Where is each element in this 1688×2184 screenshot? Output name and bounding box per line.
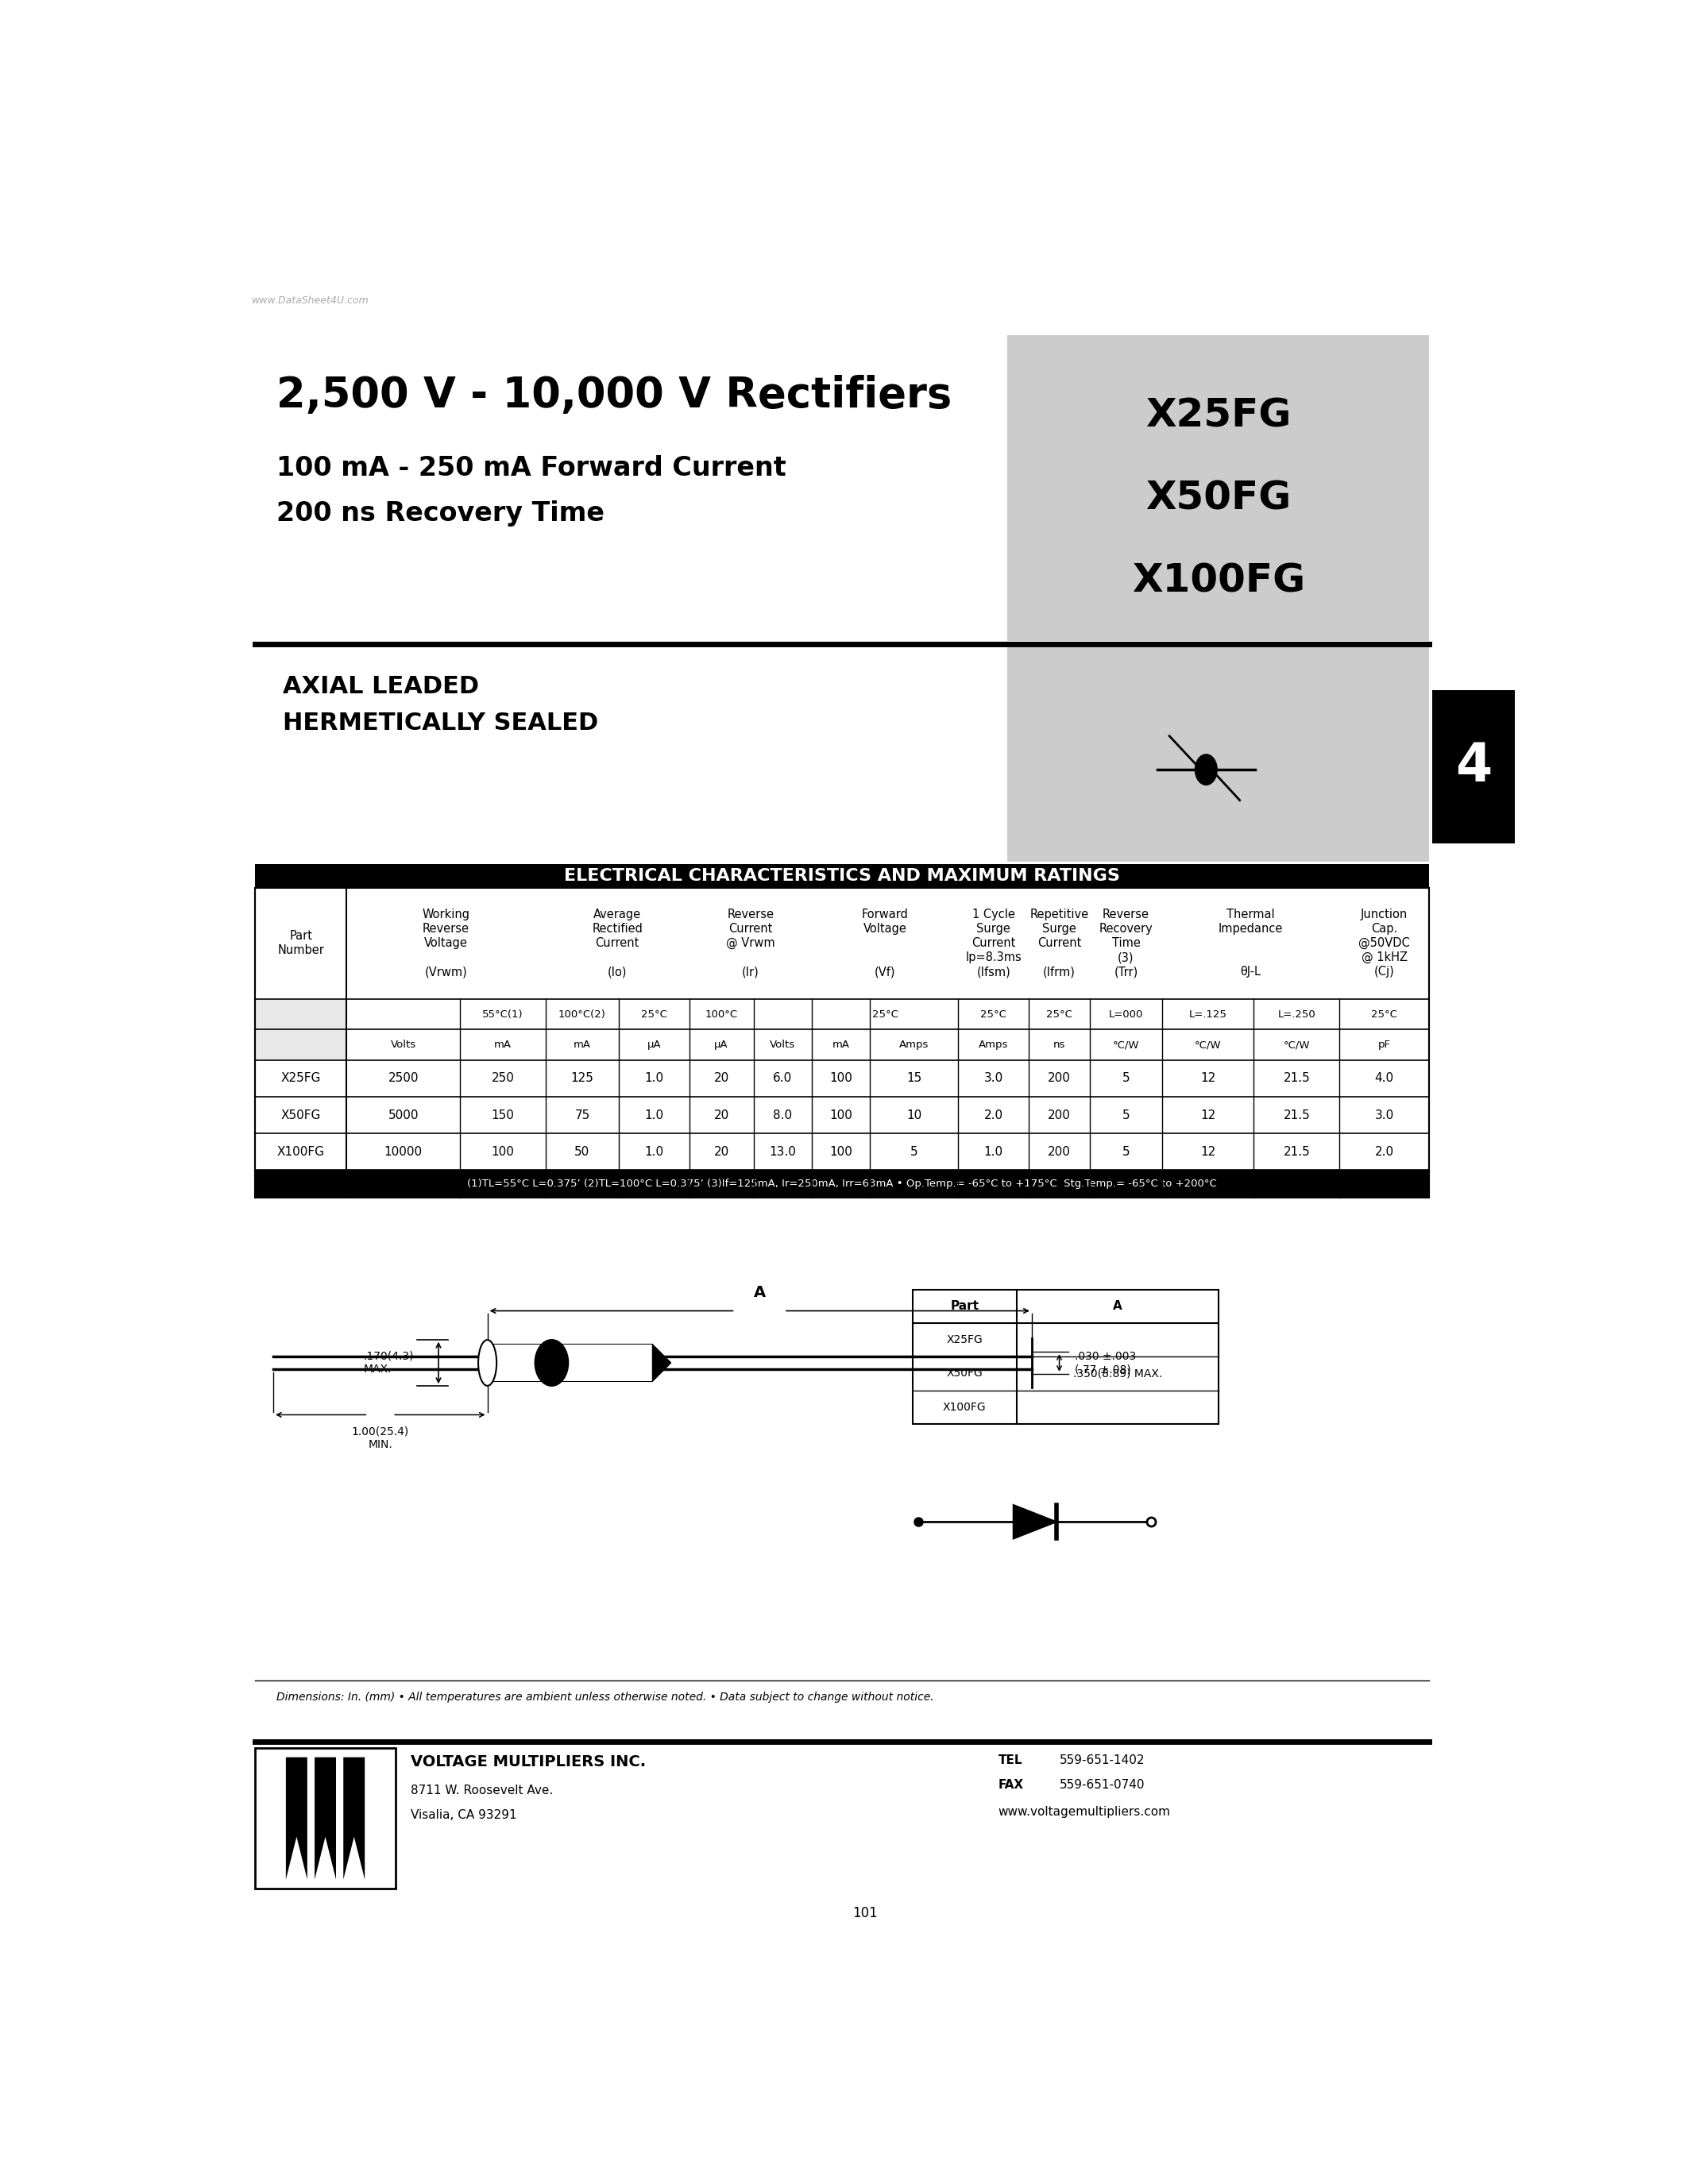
Text: mA: mA xyxy=(495,1040,511,1051)
Text: X100FG: X100FG xyxy=(277,1147,324,1158)
Text: A: A xyxy=(1112,1299,1123,1313)
Text: A: A xyxy=(753,1284,766,1299)
Text: 5: 5 xyxy=(1123,1072,1129,1085)
Text: www.DataSheet4U.com: www.DataSheet4U.com xyxy=(252,295,370,306)
Polygon shape xyxy=(653,1345,670,1380)
Text: 4: 4 xyxy=(1455,740,1492,793)
Text: L=.250: L=.250 xyxy=(1278,1009,1315,1020)
Text: 6.0: 6.0 xyxy=(773,1072,792,1085)
Text: pF: pF xyxy=(1377,1040,1391,1051)
Text: Volts: Volts xyxy=(390,1040,415,1051)
Text: TEL: TEL xyxy=(998,1754,1023,1767)
Text: .030 ±.003
(.77 ±.08): .030 ±.003 (.77 ±.08) xyxy=(1075,1352,1136,1374)
Text: Forward
Voltage


(Vf): Forward Voltage (Vf) xyxy=(861,909,908,978)
Text: 200: 200 xyxy=(1048,1072,1070,1085)
Ellipse shape xyxy=(1195,753,1217,784)
Ellipse shape xyxy=(535,1339,569,1387)
Text: Dimensions: In. (mm) • All temperatures are ambient unless otherwise noted. • Da: Dimensions: In. (mm) • All temperatures … xyxy=(277,1693,933,1704)
Text: 1.0: 1.0 xyxy=(645,1109,663,1120)
Text: 25°C: 25°C xyxy=(981,1009,1006,1020)
Text: °C/W: °C/W xyxy=(1195,1040,1220,1051)
Text: 21.5: 21.5 xyxy=(1283,1072,1310,1085)
Text: X50FG: X50FG xyxy=(280,1109,321,1120)
Text: Reverse
Current
@ Vrwm

(Ir): Reverse Current @ Vrwm (Ir) xyxy=(726,909,775,978)
Text: 100: 100 xyxy=(829,1109,852,1120)
Bar xyxy=(255,865,1430,887)
Polygon shape xyxy=(343,1758,365,1880)
Text: 3.0: 3.0 xyxy=(1374,1109,1394,1120)
Text: 559-651-1402: 559-651-1402 xyxy=(1060,1754,1144,1767)
Text: .170(4.3)
MAX.: .170(4.3) MAX. xyxy=(363,1352,414,1374)
Text: 12: 12 xyxy=(1200,1109,1215,1120)
Text: 5: 5 xyxy=(910,1147,918,1158)
Text: mA: mA xyxy=(832,1040,849,1051)
Text: Part
Number: Part Number xyxy=(277,930,324,957)
Text: 2.0: 2.0 xyxy=(984,1109,1003,1120)
Text: 150: 150 xyxy=(491,1109,515,1120)
Text: 1.00(25.4)
MIN.: 1.00(25.4) MIN. xyxy=(351,1426,408,1450)
Text: 100: 100 xyxy=(491,1147,515,1158)
Text: Amps: Amps xyxy=(900,1040,928,1051)
Text: mA: mA xyxy=(574,1040,591,1051)
Text: X50FG: X50FG xyxy=(1146,478,1291,518)
Text: (1)TL=55°C L=0.375’ (2)TL=100°C L=0.375’ (3)If=125mA, Ir=250mA, Irr=63mA • Op.Te: (1)TL=55°C L=0.375’ (2)TL=100°C L=0.375’… xyxy=(468,1179,1217,1188)
Text: X50FG: X50FG xyxy=(947,1367,982,1378)
Text: 10: 10 xyxy=(906,1109,922,1120)
Text: 8711 W. Roosevelt Ave.: 8711 W. Roosevelt Ave. xyxy=(410,1784,554,1797)
Text: 21.5: 21.5 xyxy=(1283,1109,1310,1120)
Bar xyxy=(255,1747,395,1889)
Text: VOLTAGE MULTIPLIERS INC.: VOLTAGE MULTIPLIERS INC. xyxy=(410,1754,647,1769)
Text: Volts: Volts xyxy=(770,1040,795,1051)
Text: Part: Part xyxy=(950,1299,979,1313)
Bar xyxy=(1433,690,1516,843)
Text: Reverse
Recovery
Time
(3)
(Trr): Reverse Recovery Time (3) (Trr) xyxy=(1099,909,1153,978)
Text: 100°C: 100°C xyxy=(706,1009,738,1020)
Text: 1.0: 1.0 xyxy=(645,1072,663,1085)
Text: 101: 101 xyxy=(852,1907,878,1920)
Text: 50: 50 xyxy=(574,1147,589,1158)
Text: HERMETICALLY SEALED: HERMETICALLY SEALED xyxy=(282,712,598,734)
Text: 12: 12 xyxy=(1200,1072,1215,1085)
Ellipse shape xyxy=(478,1341,496,1387)
Text: X25FG: X25FG xyxy=(947,1334,982,1345)
Text: 5: 5 xyxy=(1123,1147,1129,1158)
Text: 2,500 V - 10,000 V Rectifiers: 2,500 V - 10,000 V Rectifiers xyxy=(277,376,952,417)
Text: 5000: 5000 xyxy=(388,1109,419,1120)
Text: 25°C: 25°C xyxy=(1047,1009,1072,1020)
Text: Average
Rectified
Current

(Io): Average Rectified Current (Io) xyxy=(592,909,643,978)
Bar xyxy=(1008,336,1430,642)
Text: X100FG: X100FG xyxy=(944,1402,986,1413)
Text: °C/W: °C/W xyxy=(1283,1040,1310,1051)
Text: 125: 125 xyxy=(571,1072,594,1085)
Text: μA: μA xyxy=(714,1040,728,1051)
Text: 250: 250 xyxy=(491,1072,515,1085)
Text: L=000: L=000 xyxy=(1109,1009,1143,1020)
Text: 100 mA - 250 mA Forward Current: 100 mA - 250 mA Forward Current xyxy=(277,454,787,480)
Text: 55°C(1): 55°C(1) xyxy=(483,1009,523,1020)
Text: AXIAL LEADED: AXIAL LEADED xyxy=(282,675,479,699)
Text: 2500: 2500 xyxy=(388,1072,419,1085)
Text: 25°C: 25°C xyxy=(641,1009,667,1020)
Bar xyxy=(488,1345,653,1380)
Bar xyxy=(255,1171,1430,1197)
Text: 13.0: 13.0 xyxy=(770,1147,797,1158)
Text: X25FG: X25FG xyxy=(280,1072,321,1085)
Text: ELECTRICAL CHARACTERISTICS AND MAXIMUM RATINGS: ELECTRICAL CHARACTERISTICS AND MAXIMUM R… xyxy=(564,867,1121,885)
Text: 100°C(2): 100°C(2) xyxy=(559,1009,606,1020)
Text: FAX: FAX xyxy=(998,1778,1023,1791)
Polygon shape xyxy=(314,1758,336,1880)
Text: X100FG: X100FG xyxy=(1131,561,1305,601)
Text: 200: 200 xyxy=(1048,1109,1070,1120)
Text: Repetitive
Surge
Current

(Ifrm): Repetitive Surge Current (Ifrm) xyxy=(1030,909,1089,978)
Text: 20: 20 xyxy=(714,1147,729,1158)
Bar xyxy=(255,887,1430,1197)
Text: 8.0: 8.0 xyxy=(773,1109,792,1120)
Text: 4.0: 4.0 xyxy=(1374,1072,1394,1085)
Text: 1.0: 1.0 xyxy=(645,1147,663,1158)
Text: Amps: Amps xyxy=(979,1040,1008,1051)
Text: 100: 100 xyxy=(829,1072,852,1085)
Text: 20: 20 xyxy=(714,1109,729,1120)
Text: 1 Cycle
Surge
Current
Ip=8.3ms
(Ifsm): 1 Cycle Surge Current Ip=8.3ms (Ifsm) xyxy=(966,909,1021,978)
Bar xyxy=(255,998,346,1059)
Text: 5: 5 xyxy=(1123,1109,1129,1120)
